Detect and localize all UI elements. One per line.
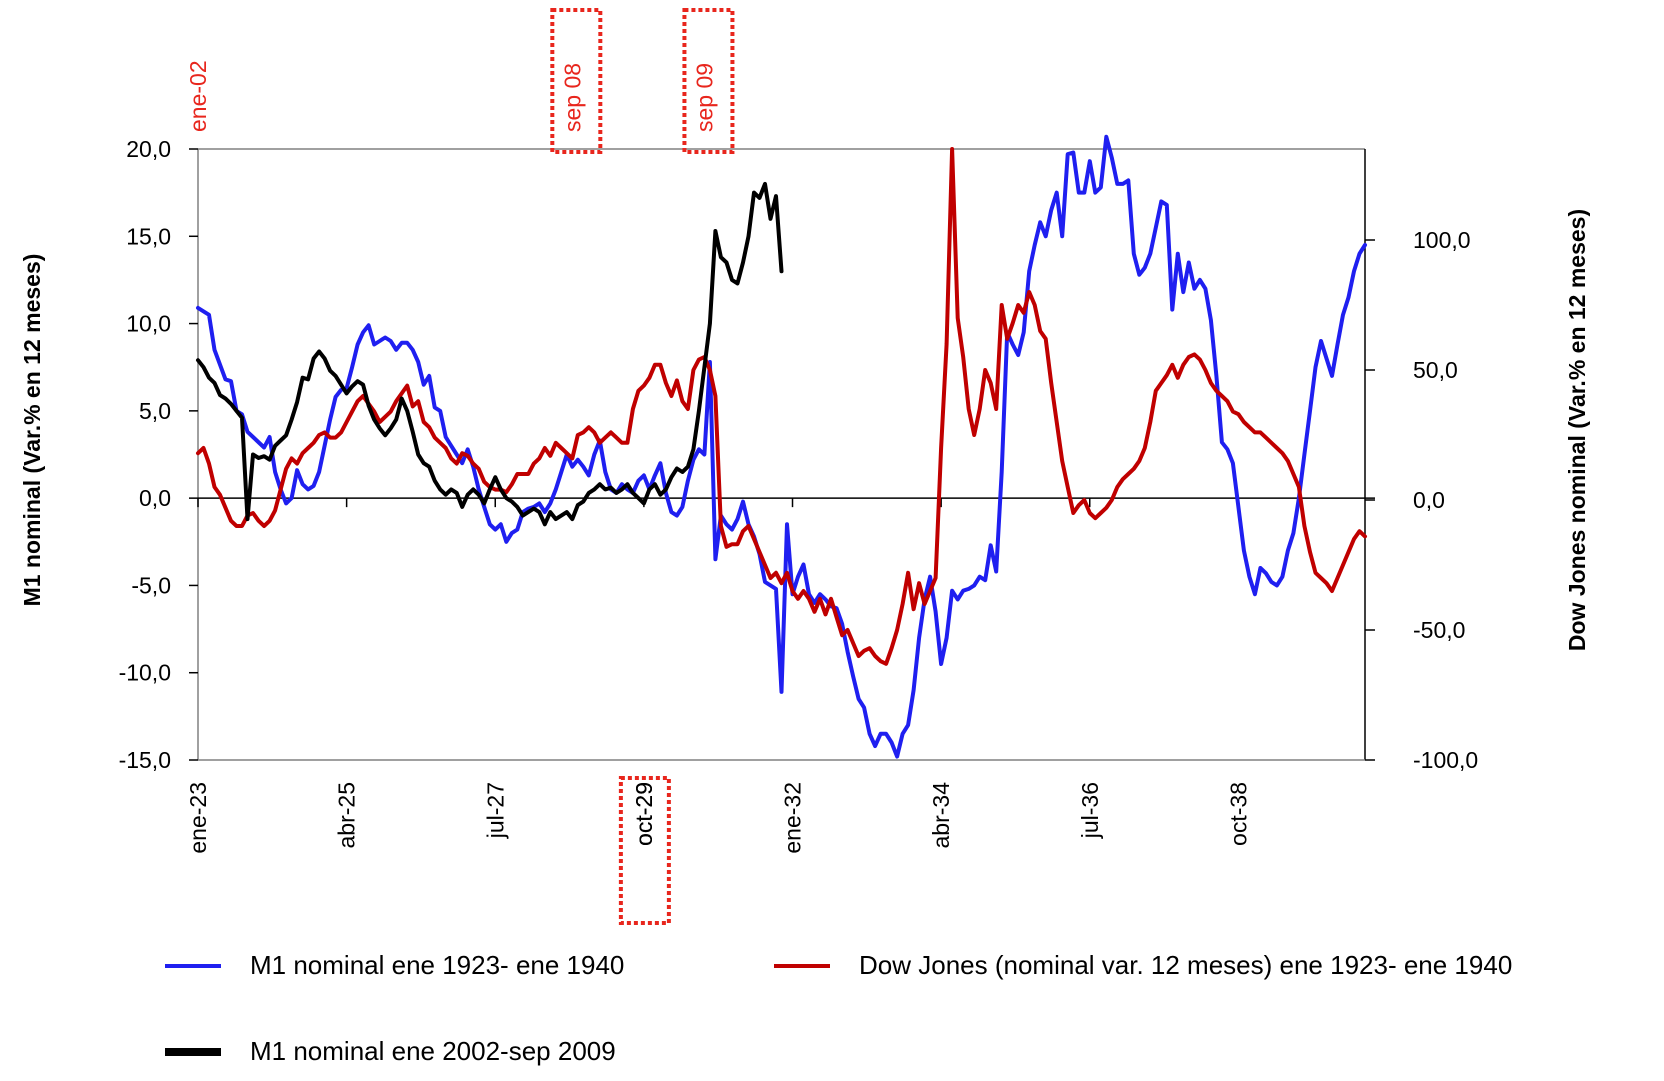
series-layer xyxy=(196,134,1367,759)
legend-label-1: M1 nominal ene 1923- ene 1940 xyxy=(250,950,625,980)
annotation-box xyxy=(618,776,671,925)
right-tick-label: -50,0 xyxy=(1413,617,1465,643)
series-line-2 xyxy=(196,147,1367,666)
right-tick-label: 50,0 xyxy=(1413,357,1458,383)
x-tick-label: abr-34 xyxy=(928,782,954,849)
x-tick-label: jul-27 xyxy=(482,782,508,839)
left-tick-label: 5,0 xyxy=(139,398,171,424)
x-tick-label: ene-32 xyxy=(780,782,806,854)
x-axis: ene-23 abr-25 jul-27 oct-29 ene-32 abr-34 jul-… xyxy=(185,498,1251,854)
legend-swatch-2 xyxy=(774,964,830,968)
series-line-1 xyxy=(196,134,1367,759)
annotation-label: ene-02 xyxy=(185,60,211,132)
x-tick-label: jul-36 xyxy=(1077,782,1103,839)
left-tick-label: 15,0 xyxy=(126,223,171,249)
legend-swatch-3 xyxy=(165,1048,221,1056)
annotation-label: sep 08 xyxy=(559,63,585,132)
legend-label-3: M1 nominal ene 2002-sep 2009 xyxy=(250,1036,616,1066)
left-tick-label: 20,0 xyxy=(126,136,171,162)
left-tick-label: -10,0 xyxy=(119,660,171,686)
annotation-label: sep 09 xyxy=(691,63,717,132)
annotation-box xyxy=(682,8,735,154)
annotations: ene-02 sep 08 sep 09 oct-29 xyxy=(185,8,735,925)
left-tick-label: -5,0 xyxy=(131,572,171,598)
right-axis: 100,0 50,0 0,0 -50,0 -100,0 xyxy=(1365,227,1478,773)
x-tick-label: oct-29 xyxy=(631,782,657,846)
right-tick-label: 100,0 xyxy=(1413,227,1471,253)
left-axis: 20,0 15,0 10,0 5,0 0,0 -5,0 -10,0 -15,0 xyxy=(119,136,198,773)
annotation-box xyxy=(550,8,603,154)
x-tick-label: abr-25 xyxy=(334,782,360,848)
left-tick-label: -15,0 xyxy=(119,747,171,773)
plot-area xyxy=(197,148,1375,761)
legend-label-2: Dow Jones (nominal var. 12 meses) ene 19… xyxy=(859,950,1513,980)
right-axis-title: Dow Jones nominal (Var.% en 12 meses) xyxy=(1564,209,1590,651)
left-tick-label: 10,0 xyxy=(126,311,171,337)
right-tick-label: 0,0 xyxy=(1413,487,1445,513)
series-line-3 xyxy=(196,181,784,527)
right-tick-label: -100,0 xyxy=(1413,747,1478,773)
x-tick-label: oct-38 xyxy=(1225,782,1251,846)
left-axis-title: M1 nominal (Var.% en 12 meses) xyxy=(19,254,45,607)
annotation-label: oct-29 xyxy=(631,782,657,846)
legend-swatch-1 xyxy=(165,964,221,968)
x-tick-label: ene-23 xyxy=(185,782,211,854)
left-tick-label: 0,0 xyxy=(139,485,171,511)
